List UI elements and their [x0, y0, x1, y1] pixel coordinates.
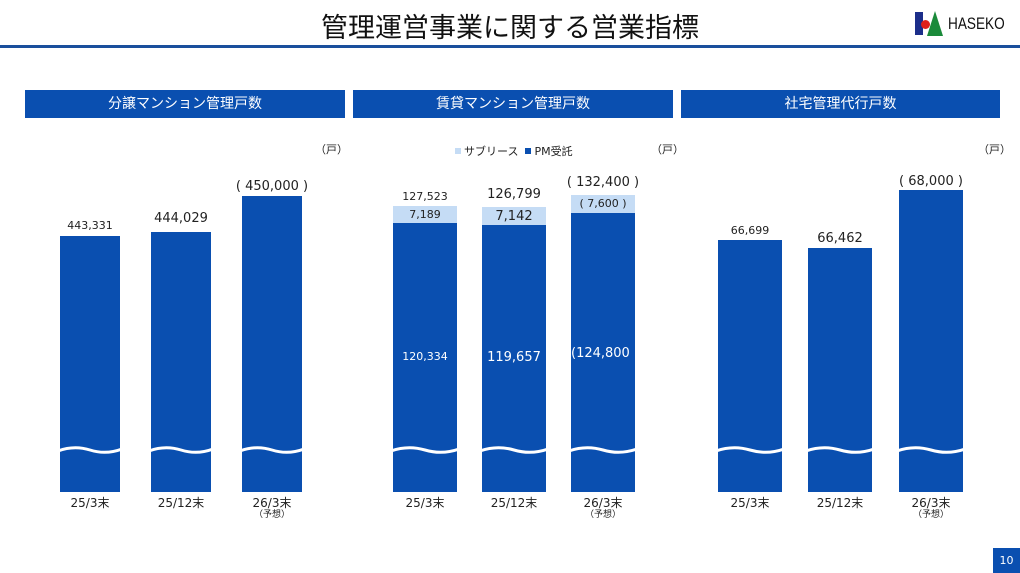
chart-header-company-housing: 社宅管理代行戸数	[681, 90, 1000, 118]
chart-header-condo: 分譲マンション管理戸数	[25, 90, 345, 118]
axis-break-wave	[715, 440, 785, 454]
unit-label: （戸）	[651, 143, 684, 156]
value-label: ( 68,000 )	[899, 174, 963, 189]
value-label: 66,462	[817, 231, 863, 246]
sublease-label: 7,189	[409, 208, 441, 221]
axis-break-wave	[148, 440, 214, 454]
bar	[242, 196, 302, 492]
title-divider	[0, 45, 1020, 48]
category-label: 26/3末 （予想）	[583, 496, 623, 520]
bar-sublease	[482, 207, 546, 225]
chart-header-rental: 賃貸マンション管理戸数	[353, 90, 673, 118]
page-title: 管理運営事業に関する営業指標	[321, 13, 699, 44]
haseko-logo: HASEKO	[915, 11, 1015, 37]
unit-label: （戸）	[978, 143, 1011, 156]
axis-break-wave	[896, 440, 966, 454]
category-label: 25/3末	[730, 496, 770, 510]
axis-break-wave	[239, 440, 305, 454]
bar	[899, 190, 963, 492]
category-label: 25/3末	[405, 496, 445, 510]
pm-label: 119,657	[487, 350, 541, 365]
legend-sublease: サブリース	[455, 145, 518, 158]
total-label: 126,799	[487, 187, 541, 202]
pm-label: (124,800 )	[571, 346, 640, 361]
axis-break-wave	[805, 440, 875, 454]
bar	[808, 248, 872, 492]
pm-label: 120,334	[402, 350, 448, 363]
legend-pm: PM受託	[525, 145, 573, 158]
bar-sublease	[571, 195, 635, 213]
category-label: 25/3末	[70, 496, 110, 510]
sublease-label: 7,142	[495, 209, 533, 224]
axis-break-wave	[568, 440, 638, 454]
value-label: ( 450,000 )	[235, 179, 309, 194]
value-label: 66,699	[730, 224, 770, 237]
category-label: 26/3末 （予想）	[252, 496, 292, 520]
axis-break-wave	[57, 440, 123, 454]
category-label: 25/12末	[157, 496, 205, 510]
total-label: ( 132,400 )	[566, 175, 640, 190]
value-label: 443,331	[67, 219, 113, 232]
value-label: 444,029	[154, 211, 208, 226]
sublease-label: ( 7,600 )	[579, 197, 627, 210]
legend: サブリース PM受託	[455, 143, 573, 159]
bar-pm	[571, 213, 635, 492]
category-label: 25/12末	[490, 496, 538, 510]
unit-label: （戸）	[315, 143, 348, 156]
category-label: 25/12末	[816, 496, 864, 510]
axis-break-wave	[390, 440, 460, 454]
axis-break-wave	[479, 440, 549, 454]
total-label: 127,523	[402, 190, 448, 203]
category-label: 26/3末 （予想）	[911, 496, 951, 520]
page-number: 10	[993, 548, 1020, 573]
bar-sublease	[393, 206, 457, 223]
